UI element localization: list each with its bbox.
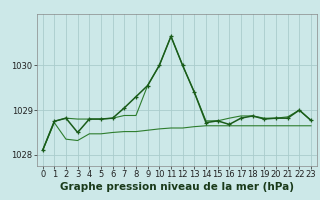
X-axis label: Graphe pression niveau de la mer (hPa): Graphe pression niveau de la mer (hPa) xyxy=(60,182,294,192)
